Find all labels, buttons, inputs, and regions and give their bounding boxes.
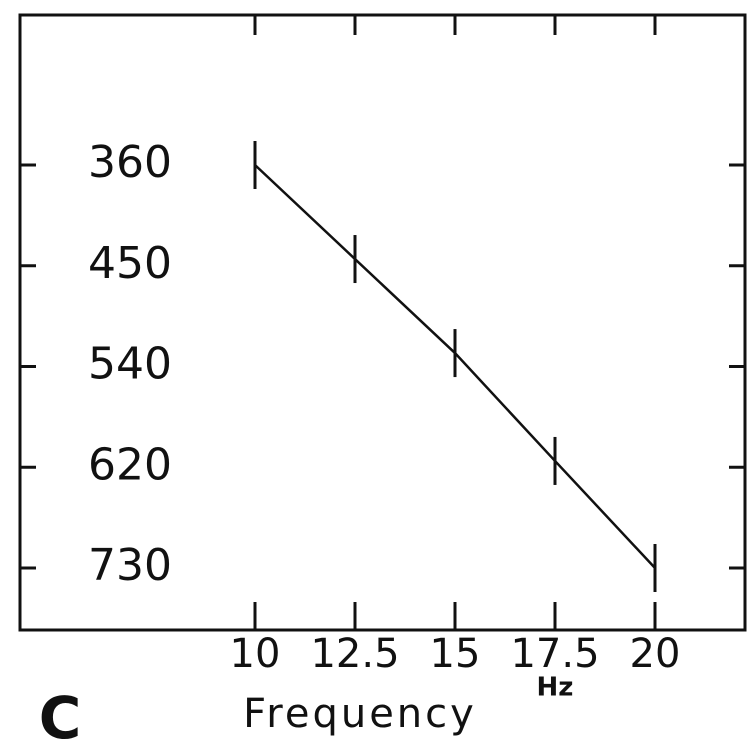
x-axis-unit: Hz [537, 673, 574, 703]
y-tick-label: 620 [88, 439, 172, 490]
x-tick-label: 17.5 [510, 631, 599, 677]
x-tick-label: 10 [230, 631, 281, 677]
y-tick-label: 540 [88, 339, 172, 390]
y-tick-label: 730 [88, 540, 172, 591]
x-tick-label: 15 [430, 631, 481, 677]
y-tick-label: 450 [88, 238, 172, 289]
x-axis-label: Frequency [243, 691, 477, 737]
x-tick-label: 20 [630, 631, 681, 677]
plot-frame [18, 13, 747, 632]
y-tick-label: 360 [88, 137, 172, 188]
panel-label: C [39, 684, 82, 752]
x-tick-label: 12.5 [310, 631, 399, 677]
